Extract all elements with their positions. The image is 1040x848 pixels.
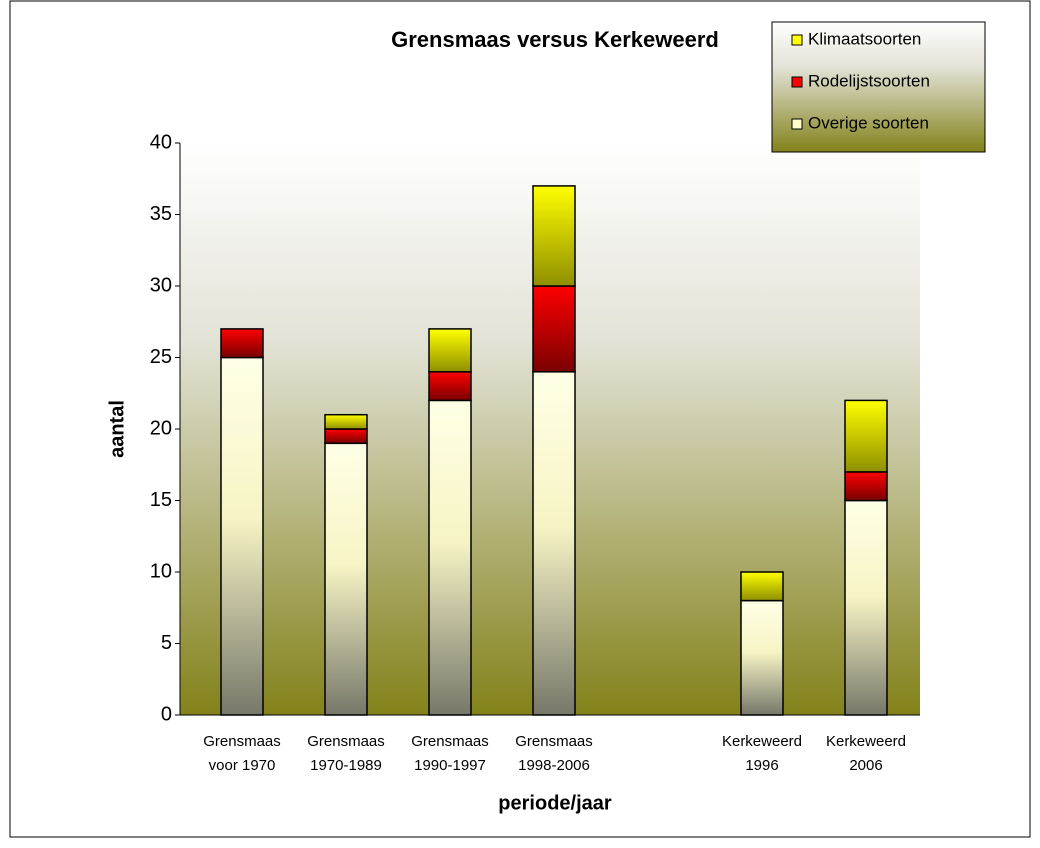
legend-label: Rodelijstsoorten: [808, 71, 930, 90]
y-tick-label: 25: [150, 346, 172, 368]
y-tick-label: 40: [150, 131, 172, 153]
legend: Overige soorten Rodelijstsoorten Klimaatso…: [771, 21, 986, 153]
bar-segment: [844, 399, 888, 473]
legend-box: [771, 21, 986, 153]
y-tick-label: 20: [150, 417, 172, 439]
bar-segment: [844, 499, 888, 716]
y-tick-label: 0: [161, 703, 172, 725]
x-tick-label: Grensmaas 1998-2006: [515, 733, 593, 774]
y-tick-label: 5: [161, 632, 172, 654]
y-tick-label: 15: [150, 489, 172, 511]
y-tick-label: 30: [150, 274, 172, 296]
x-tick-label: Grensmaas voor 1970: [203, 733, 281, 774]
bar-segment: [220, 328, 264, 359]
bar-segment: [740, 571, 784, 602]
x-tick-label: Kerkeweerd 1996: [721, 733, 803, 774]
x-tick-label: Grensmaas 1970-1989: [307, 733, 385, 774]
bar-segment: [532, 371, 576, 716]
bar-segment: [740, 599, 784, 716]
bar-segment: [324, 442, 368, 716]
bar-segment: [428, 371, 472, 402]
bar-segment: [532, 185, 576, 287]
bar-segment: [428, 328, 472, 373]
chart-frame: [9, 0, 1031, 838]
chart-title: Grensmaas versus Kerkeweerd: [391, 27, 719, 52]
y-axis-title: aantal: [106, 400, 128, 458]
x-axis-title: periode/jaar: [498, 792, 612, 814]
bar-segment: [844, 471, 888, 502]
y-tick-label: 10: [150, 560, 172, 582]
bar-segment: [324, 413, 368, 430]
bar-segment: [532, 285, 576, 373]
y-tick-label: 35: [150, 203, 172, 225]
bar-segment: [428, 399, 472, 716]
x-tick-label: Grensmaas 1990-1997: [411, 733, 489, 774]
legend-marker: [791, 118, 803, 130]
legend-label: Overige soorten: [808, 113, 929, 132]
legend-label: Klimaatsoorten: [808, 29, 921, 48]
x-tick-label: Kerkeweerd 2006: [825, 733, 907, 774]
bar-segment: [324, 428, 368, 445]
legend-marker: [791, 76, 803, 88]
bar-segment: [220, 356, 264, 716]
legend-marker: [791, 34, 803, 46]
